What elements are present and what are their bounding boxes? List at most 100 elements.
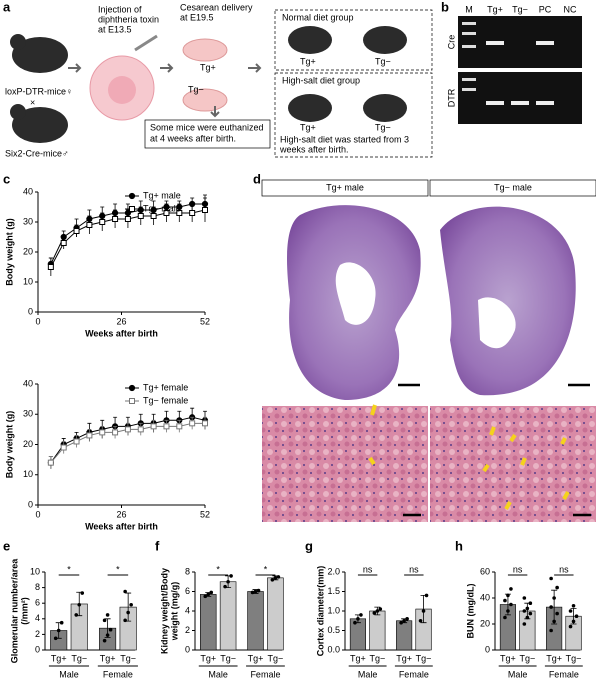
y-axis-label: Body weight (g) xyxy=(4,411,14,479)
x-tick-label: Tg− xyxy=(220,653,236,663)
data-point xyxy=(59,620,64,625)
marker xyxy=(137,426,144,433)
marker xyxy=(176,423,183,430)
data-point xyxy=(356,617,360,621)
data-point xyxy=(123,589,127,594)
y-axis-label: Glomerular number/area xyxy=(9,558,19,664)
data-point xyxy=(503,615,507,620)
data-point xyxy=(273,576,278,580)
label: Some mice were euthanized xyxy=(150,122,264,132)
y-tick-label: 30 xyxy=(23,216,33,226)
x-tick-label: Tg− xyxy=(71,653,87,663)
data-point xyxy=(126,610,130,615)
data-point xyxy=(108,627,113,632)
data-point xyxy=(74,613,79,617)
label: Cre xyxy=(446,35,456,50)
data-point xyxy=(549,576,553,581)
x-axis-label: Weeks after birth xyxy=(85,328,158,338)
label: Tg+ xyxy=(200,62,216,72)
significance-label: * xyxy=(67,564,71,574)
label: High-salt diet was started from 3 xyxy=(280,134,409,144)
y-tick-label: 2.0 xyxy=(327,566,340,576)
panel-label: f xyxy=(155,538,160,553)
y-tick-label: 60 xyxy=(480,566,490,576)
data-point xyxy=(525,615,530,620)
label: at E19.5 xyxy=(180,12,214,22)
legend-label: Tg− female xyxy=(143,395,188,405)
data-point xyxy=(405,617,409,621)
label: Tg− xyxy=(512,4,528,14)
bar xyxy=(247,591,264,651)
label: Cesarean delivery xyxy=(180,2,253,12)
y-axis-label: weight (mg/g) xyxy=(169,582,179,642)
x-axis-label: Weeks after birth xyxy=(85,521,158,531)
gel-art xyxy=(458,16,582,124)
data-point xyxy=(571,619,576,624)
x-tick-label: Tg+ xyxy=(51,653,67,663)
significance-label: ns xyxy=(513,564,523,574)
legend-marker xyxy=(129,398,135,404)
y-tick-label: 4 xyxy=(185,605,190,615)
x-tick-label: Tg+ xyxy=(248,653,264,663)
y-tick-label: 0.0 xyxy=(327,644,340,654)
group-label: Female xyxy=(549,669,579,679)
y-tick-label: 8 xyxy=(185,566,190,576)
label: Tg− xyxy=(375,122,391,132)
legend-label: Tg+ male xyxy=(143,190,181,200)
data-point xyxy=(424,593,429,598)
label: at 4 weeks after birth. xyxy=(150,133,236,143)
label: Normal diet group xyxy=(282,12,354,22)
marker xyxy=(202,420,208,427)
y-tick-label: 6 xyxy=(185,586,190,596)
data-point xyxy=(528,611,533,616)
data-point xyxy=(353,620,357,625)
y-axis-label: BUN (mg/dL) xyxy=(465,584,475,639)
bar xyxy=(369,610,386,651)
histology-art xyxy=(261,179,596,522)
bar xyxy=(199,594,217,651)
data-point xyxy=(506,593,510,598)
y-tick-label: 20 xyxy=(480,618,490,628)
data-point xyxy=(399,620,403,625)
data-point xyxy=(552,596,556,600)
data-point xyxy=(568,624,573,629)
marker xyxy=(73,438,80,445)
legend-marker xyxy=(128,192,136,200)
y-tick-label: 30 xyxy=(23,409,33,419)
error-bar xyxy=(551,589,558,625)
y-tick-label: 4 xyxy=(35,613,40,623)
data-point xyxy=(525,606,530,611)
marker xyxy=(60,240,67,246)
bar xyxy=(396,620,413,651)
marker xyxy=(47,264,54,270)
data-point xyxy=(226,579,230,584)
data-point xyxy=(549,628,553,633)
y-tick-label: 0.5 xyxy=(327,625,340,635)
data-point xyxy=(509,602,513,607)
marker xyxy=(163,423,170,430)
y-tick-label: 1.5 xyxy=(327,586,340,596)
y-tick-label: 20 xyxy=(23,246,33,256)
marker xyxy=(112,216,119,222)
label: × xyxy=(30,97,35,107)
y-tick-label: 20 xyxy=(23,439,33,449)
data-point xyxy=(229,574,233,578)
label: weeks after birth. xyxy=(279,144,349,154)
x-tick-label: Tg+ xyxy=(100,653,116,663)
marker xyxy=(86,222,93,228)
schema-art xyxy=(10,9,433,158)
data-point xyxy=(418,618,423,623)
data-point xyxy=(276,575,281,579)
data-point xyxy=(552,619,556,624)
y-tick-label: 0 xyxy=(35,644,40,654)
y-tick-label: 0 xyxy=(28,306,33,316)
data-point xyxy=(503,598,507,603)
marker xyxy=(163,210,170,216)
y-tick-label: 2 xyxy=(35,629,40,639)
data-point xyxy=(56,628,61,633)
label: Tg+ male xyxy=(326,182,364,192)
x-tick-label: Tg+ xyxy=(396,653,412,663)
marker xyxy=(86,432,93,439)
y-tick-label: 8 xyxy=(35,582,40,592)
